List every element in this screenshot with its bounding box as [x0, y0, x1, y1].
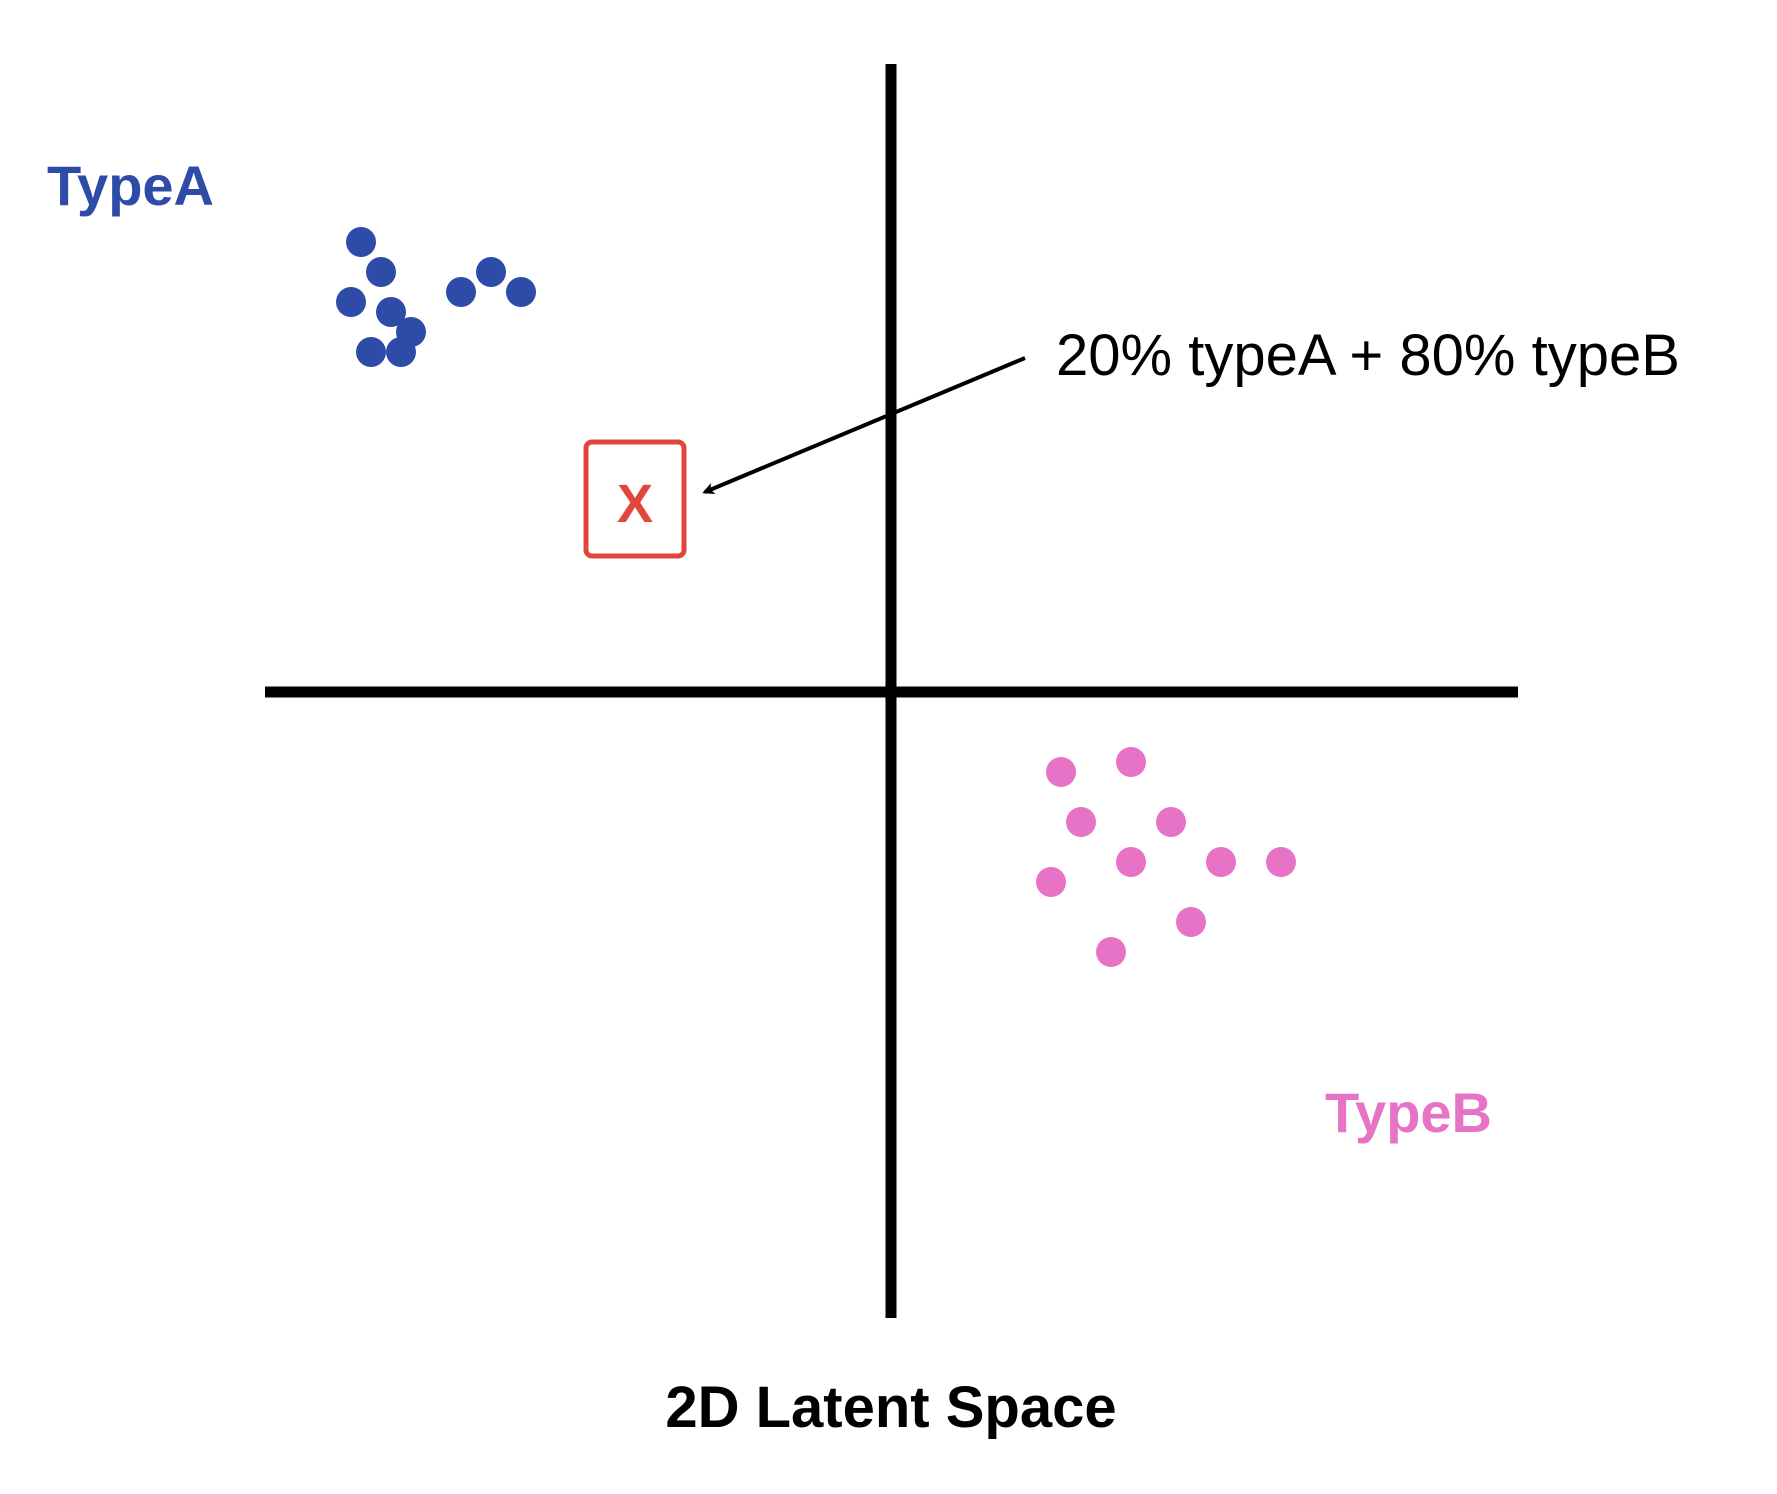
typeb-point-7 — [1206, 847, 1236, 877]
annotation-arrow — [702, 356, 1026, 495]
annotation-text: 20% typeA + 80% typeB — [1056, 323, 1680, 388]
typea-point-9 — [506, 277, 536, 307]
typeb-point-1 — [1046, 757, 1076, 787]
marker-x-label: X — [617, 474, 653, 534]
typeb-point-6 — [1156, 807, 1186, 837]
cluster-label-typea: TypeA — [47, 154, 214, 217]
diagram-caption: 2D Latent Space — [665, 1375, 1116, 1440]
typea-point-7 — [396, 317, 426, 347]
typeb-point-5 — [1116, 747, 1146, 777]
typea-point-8 — [446, 277, 476, 307]
mixed-sample-marker: X — [583, 439, 687, 559]
typeb-point-8 — [1176, 907, 1206, 937]
typea-point-3 — [336, 287, 366, 317]
typea-point-10 — [476, 257, 506, 287]
typeb-point-3 — [1036, 867, 1066, 897]
marker-box — [583, 439, 687, 559]
typea-point-1 — [346, 227, 376, 257]
cluster-label-typeb: TypeB — [1325, 1081, 1492, 1144]
typeb-point-10 — [1266, 847, 1296, 877]
typea-point-6 — [376, 297, 406, 327]
typea-point-4 — [356, 337, 386, 367]
typea-point-2 — [366, 257, 396, 287]
typeb-point-2 — [1066, 807, 1096, 837]
points-layer — [336, 227, 1296, 967]
typeb-point-4 — [1116, 847, 1146, 877]
typeb-point-9 — [1096, 937, 1126, 967]
